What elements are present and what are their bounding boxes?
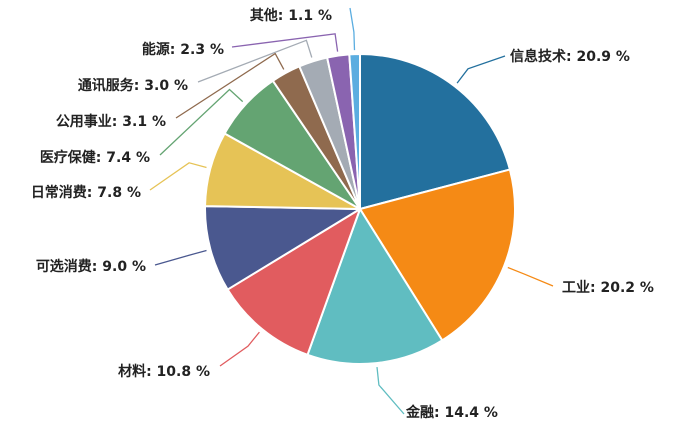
slice-1-label: 工业: 20.2 % (562, 280, 654, 296)
slice-10-leader (349, 7, 356, 51)
slice-labels: 信息技术: 20.9 % 工业: 20.2 % 金融: 14.4 % 材料: 10.8… (31, 7, 654, 421)
slice-0 (359, 53, 511, 210)
slice-10 (348, 53, 361, 210)
slice-3-leader (219, 331, 260, 367)
slice-0-leader (456, 55, 506, 84)
slice-10-label: 其他: 1.1 % (250, 7, 332, 24)
slice-8-leader (197, 39, 313, 83)
slice-2-leader (376, 367, 405, 415)
slice-8-label: 通讯服务: 3.0 % (78, 77, 188, 94)
slice-0-label: 信息技术: 20.9 % (510, 48, 630, 65)
pie-slices (204, 53, 516, 365)
slice-1-leader (507, 266, 554, 287)
slice-4 (204, 205, 361, 291)
slice-7-leader (175, 52, 285, 119)
slice-4-leader (154, 249, 207, 266)
slice-2 (306, 208, 444, 365)
slice-2-label: 金融: 14.4 % (405, 404, 498, 421)
slice-3 (226, 208, 361, 356)
slice-5-leader (149, 162, 207, 191)
slice-4-label: 可选消费: 9.0 % (36, 258, 146, 275)
slice-6-label: 医疗保健: 7.4 % (40, 149, 150, 166)
slice-5-label: 日常消费: 7.8 % (31, 184, 141, 201)
slice-1 (359, 168, 516, 342)
slice-3-label: 材料: 10.8 % (118, 363, 210, 380)
slice-6-leader (159, 88, 244, 156)
slice-9-leader (231, 33, 339, 52)
label-leader-lines (149, 7, 554, 415)
slice-7-label: 公用事业: 3.1 % (56, 113, 166, 130)
slice-9-label: 能源: 2.3 % (142, 41, 224, 58)
